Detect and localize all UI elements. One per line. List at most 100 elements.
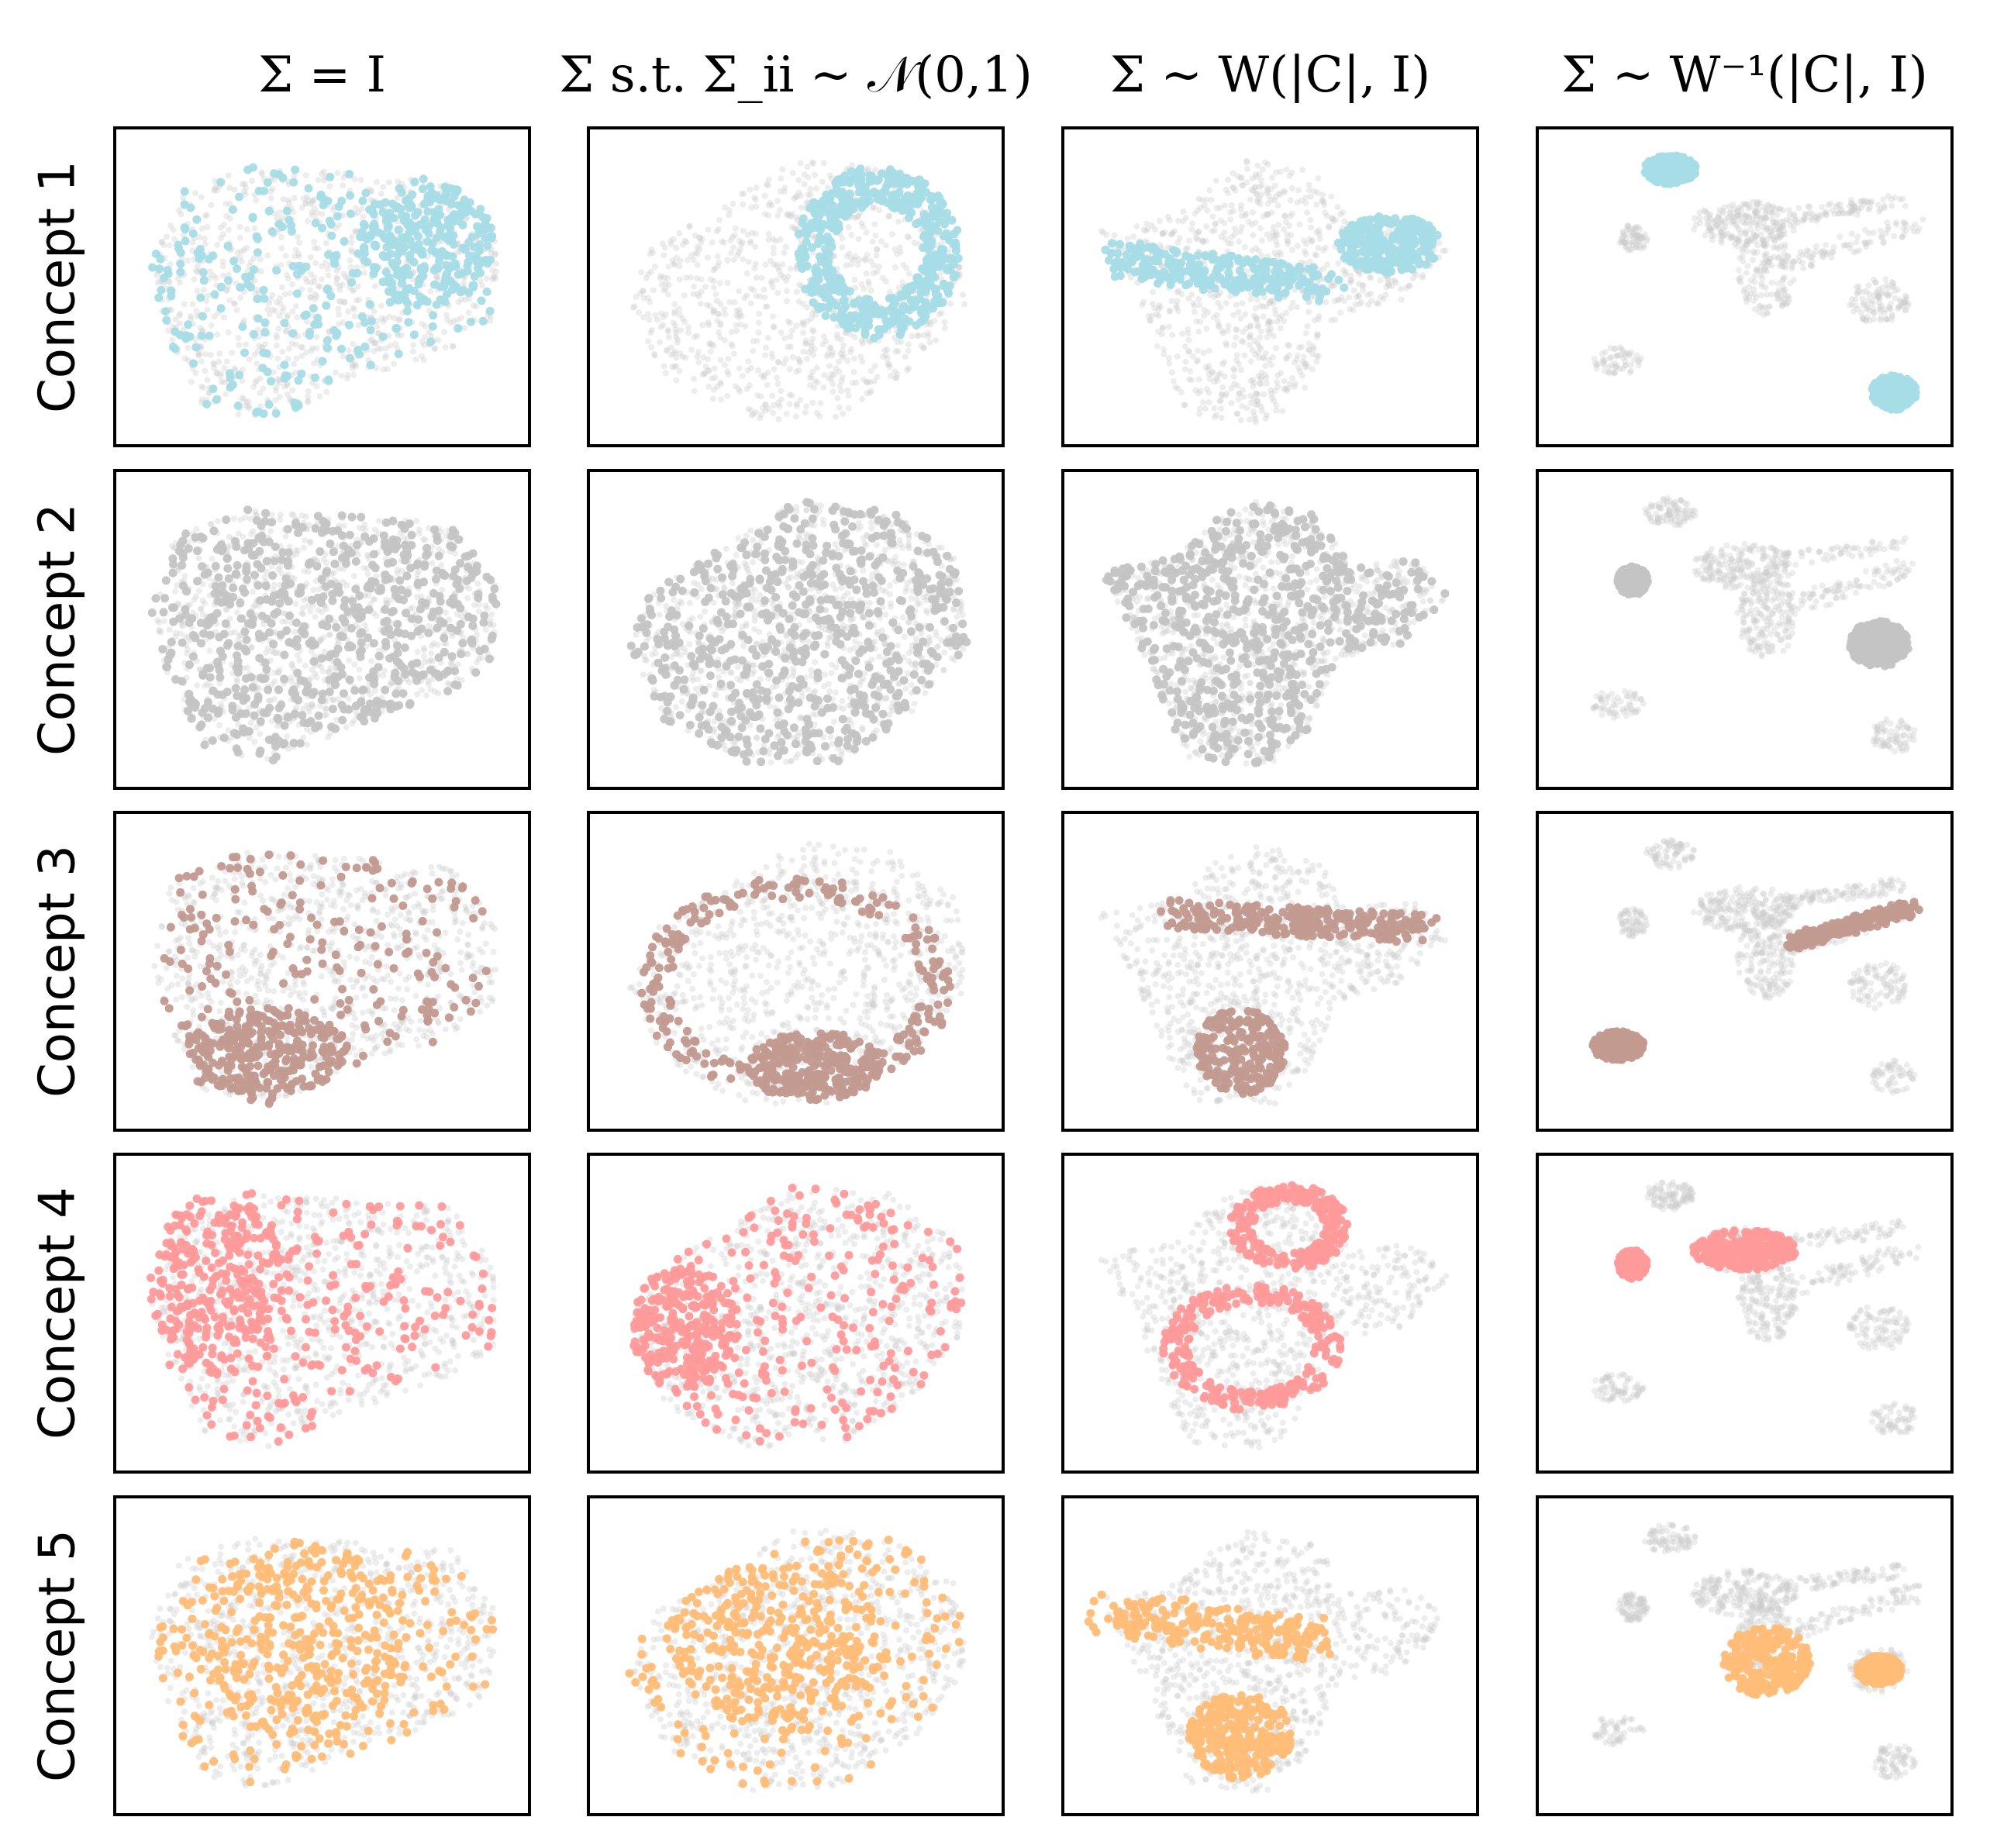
background-point xyxy=(336,312,342,318)
column-title-3: Σ ~ W(|C|, I) xyxy=(1110,47,1430,104)
background-point xyxy=(691,284,697,290)
background-point xyxy=(829,350,836,356)
concept-point xyxy=(371,200,379,209)
background-point xyxy=(760,374,767,381)
background-point xyxy=(1242,244,1248,250)
background-point xyxy=(185,257,191,264)
background-point xyxy=(188,379,195,385)
background-point xyxy=(355,284,361,290)
background-point xyxy=(1243,326,1250,332)
concept-point xyxy=(933,261,942,270)
background-point xyxy=(666,334,672,340)
background-point xyxy=(1337,310,1343,316)
background-point xyxy=(677,230,683,236)
background-point xyxy=(274,343,280,349)
concept-point xyxy=(483,242,491,250)
background-point xyxy=(237,224,243,230)
background-point xyxy=(903,265,909,271)
background-point xyxy=(880,353,886,360)
background-point xyxy=(371,348,378,354)
concept-point xyxy=(1116,260,1124,269)
background-point xyxy=(673,334,679,340)
background-point xyxy=(647,317,653,323)
background-point xyxy=(1319,197,1326,203)
concept-point xyxy=(838,188,847,196)
concept-point xyxy=(821,245,829,253)
background-point xyxy=(790,170,796,176)
concept-point xyxy=(346,354,354,363)
concept-point xyxy=(833,227,841,236)
concept-point xyxy=(840,209,848,218)
concept-point xyxy=(846,287,854,295)
background-point xyxy=(484,275,490,281)
concept-point xyxy=(880,325,888,333)
background-point xyxy=(1130,233,1136,240)
background-point xyxy=(671,364,678,370)
background-point xyxy=(905,341,912,347)
background-point xyxy=(1274,243,1281,249)
background-point xyxy=(808,191,814,198)
background-point xyxy=(725,280,731,286)
background-point xyxy=(725,257,731,264)
background-point xyxy=(1225,240,1231,247)
background-point xyxy=(1166,355,1172,361)
concept-point xyxy=(947,216,956,225)
background-point xyxy=(705,322,712,328)
concept-point xyxy=(1136,240,1144,248)
background-point xyxy=(681,292,688,298)
background-point xyxy=(1892,295,1899,302)
background-point xyxy=(1233,357,1240,364)
background-point xyxy=(235,250,241,256)
background-point xyxy=(195,288,201,294)
background-point xyxy=(216,359,222,365)
background-point xyxy=(1229,202,1235,209)
background-point xyxy=(1166,324,1172,330)
background-point xyxy=(348,240,354,246)
concept-point xyxy=(326,173,334,181)
background-point xyxy=(204,224,210,230)
background-point xyxy=(770,236,776,242)
background-point xyxy=(222,365,228,371)
background-point xyxy=(335,305,341,312)
background-point xyxy=(1234,352,1240,358)
background-point xyxy=(816,413,823,419)
background-point xyxy=(834,332,840,338)
background-point xyxy=(793,413,799,419)
concept-point xyxy=(398,279,406,288)
background-point xyxy=(736,365,743,371)
background-point xyxy=(1259,237,1265,243)
background-point xyxy=(223,213,229,219)
background-point xyxy=(787,319,793,326)
background-point xyxy=(1250,409,1257,415)
background-point xyxy=(736,250,742,256)
concept-point xyxy=(403,299,412,308)
background-point xyxy=(1237,229,1243,235)
background-point xyxy=(736,311,743,317)
background-point xyxy=(1608,345,1614,351)
background-point xyxy=(749,412,755,419)
background-point xyxy=(716,329,722,336)
background-point xyxy=(1169,332,1175,338)
background-point xyxy=(1190,353,1196,360)
concept-point xyxy=(1302,292,1311,301)
concept-point xyxy=(898,305,907,313)
concept-point xyxy=(156,255,164,264)
background-point xyxy=(827,344,833,350)
background-point xyxy=(345,309,351,315)
concept-point xyxy=(433,233,441,242)
background-point xyxy=(746,406,752,412)
background-point xyxy=(718,320,724,326)
background-point xyxy=(821,333,827,340)
concept-point xyxy=(429,194,437,202)
concept-point xyxy=(186,333,195,341)
background-point xyxy=(812,172,818,178)
background-point xyxy=(344,375,350,381)
background-point xyxy=(1273,408,1279,414)
concept-point xyxy=(312,219,320,227)
background-point xyxy=(1780,284,1786,290)
background-point xyxy=(748,300,754,306)
background-point xyxy=(1286,352,1292,358)
background-point xyxy=(229,350,235,356)
concept-point xyxy=(1415,259,1423,267)
